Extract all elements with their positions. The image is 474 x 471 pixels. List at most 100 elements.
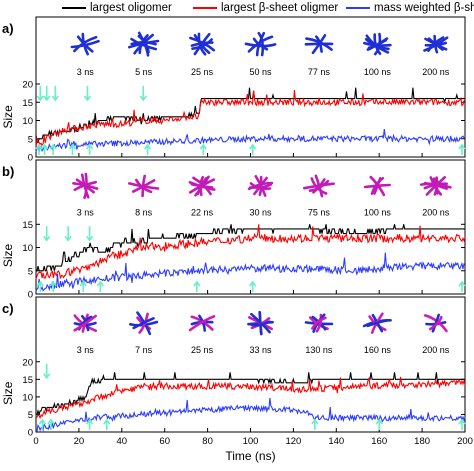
structure-snapshot [362, 312, 392, 334]
y-tick-label: 5 [28, 134, 33, 145]
panel-frame [35, 159, 466, 295]
time-marker-arrow [311, 418, 319, 430]
peptide-strand [198, 314, 206, 332]
peptide-strand [371, 312, 384, 334]
structure-snapshot [70, 32, 100, 56]
y-tick-label: 0 [28, 428, 33, 439]
peptide-strand [253, 176, 268, 196]
time-marker-arrow [68, 143, 77, 155]
series-line-largest-oligomer [36, 372, 465, 417]
time-marker-arrow [35, 143, 43, 155]
x-tick-label: 0 [33, 436, 38, 447]
legend: largest oligomer largest β-sheet oligmer… [0, 0, 474, 16]
y-tick-label: 20 [22, 357, 33, 368]
legend-item-mass-weighted-beta-sheet: mass weighted β-sheet [346, 1, 474, 14]
structure-snapshot [303, 174, 335, 198]
snapshot-time-label: 30 ns [249, 207, 272, 217]
snapshot-time-label: 200 ns [422, 207, 450, 217]
structure-snapshot [188, 314, 216, 332]
x-tick-label: 180 [414, 436, 430, 447]
series-line-largest-oligomer [35, 87, 465, 143]
peptide-strand [73, 180, 97, 192]
y-tick-label: 15 [22, 98, 33, 109]
structure-snapshot [73, 313, 97, 333]
x-tick-label: 100 [243, 436, 259, 447]
peptide-strand [247, 181, 274, 191]
y-axis-label: Size [1, 243, 15, 267]
series-line-largest-beta-sheet-oligomer [35, 376, 466, 420]
time-marker-arrow [64, 226, 72, 242]
structure-snapshot [72, 172, 99, 200]
panel-frame [35, 16, 466, 158]
snapshot-time-label: 33 ns [249, 345, 272, 355]
peptide-strand [423, 182, 448, 190]
series-line-mass-weighted-beta-sheet [35, 397, 466, 432]
peptide-strand [132, 317, 155, 330]
structure-snapshot [363, 175, 391, 197]
structure-snapshot [189, 32, 216, 56]
x-tick-label: 80 [202, 436, 213, 447]
series-line-largest-beta-sheet-oligomer [35, 224, 466, 280]
y-tick-label: 5 [28, 410, 33, 421]
snapshot-time-label: 5 ns [135, 67, 153, 77]
y-tick-label: 10 [22, 116, 33, 127]
snapshot-time-label: 160 ns [364, 345, 392, 355]
series-line-mass-weighted-beta-sheet [35, 252, 466, 292]
x-tick-label: 60 [159, 436, 170, 447]
time-marker-arrow [79, 280, 87, 292]
x-tick-label: 120 [285, 436, 301, 447]
time-marker-arrow [43, 226, 51, 242]
time-marker-arrow [458, 143, 466, 155]
time-marker-arrow [36, 280, 44, 292]
time-marker-arrow [49, 143, 57, 155]
legend-swatch [62, 6, 86, 9]
time-marker-arrow [85, 226, 94, 242]
snapshot-time-label: 8 ns [135, 207, 153, 217]
peptide-strand [423, 36, 449, 52]
x-tick-label: 160 [371, 436, 387, 447]
structure-snapshot [423, 313, 448, 333]
time-marker-arrow [40, 143, 49, 155]
snapshot-time-label: 25 ns [191, 67, 214, 77]
snapshot-time-label: 25 ns [191, 345, 214, 355]
peptide-strand [311, 34, 327, 55]
legend-swatch [193, 6, 217, 9]
peptide-strand [131, 179, 156, 193]
peptide-strand [255, 31, 266, 57]
y-axis-label: Size [1, 381, 15, 405]
time-marker-arrow [36, 86, 44, 102]
snapshot-time-label: 77 ns [308, 67, 331, 77]
snapshot-time-label: 130 ns [305, 345, 333, 355]
snapshot-time-label: 3 ns [77, 207, 95, 217]
peptide-strand [128, 39, 160, 49]
snapshot-time-label: 75 ns [308, 207, 331, 217]
time-marker-arrow [103, 418, 111, 430]
legend-label: mass weighted β-sheet [374, 1, 474, 14]
snapshot-time-label: 3 ns [77, 67, 95, 77]
y-tick-label: 15 [22, 375, 33, 386]
peptide-strand [367, 39, 387, 50]
peptide-strand [141, 174, 146, 198]
snapshot-time-label: 200 ns [422, 67, 450, 77]
x-tick-label: 40 [117, 436, 128, 447]
snapshot-time-label: 7 ns [135, 345, 153, 355]
legend-item-largest-beta-sheet-oligomer: largest β-sheet oligmer [193, 1, 338, 14]
panel-label: a) [2, 21, 14, 36]
series-line-largest-oligomer [36, 224, 465, 272]
structure-snapshot [244, 31, 277, 57]
panel-a: a) 0 5 10 15 20 Size 3 ns 5 ns 25 ns 50 ns 77 ns 100… [1, 16, 466, 164]
y-tick-label: 20 [22, 80, 33, 91]
peptide-strand [250, 320, 271, 327]
x-axis-label: Time (ns) [225, 449, 275, 463]
time-marker-arrow [193, 280, 201, 292]
x-tick-label: 20 [74, 436, 85, 447]
y-tick-label: 0 [28, 153, 33, 164]
peptide-strand [429, 315, 443, 331]
time-marker-arrow [83, 86, 92, 102]
time-marker-arrow [49, 280, 57, 292]
structure-snapshot [188, 175, 216, 197]
peptide-strand [308, 180, 330, 192]
peptide-strand [129, 320, 159, 327]
structure-snapshot [128, 174, 160, 198]
y-tick-label: 10 [22, 392, 33, 403]
